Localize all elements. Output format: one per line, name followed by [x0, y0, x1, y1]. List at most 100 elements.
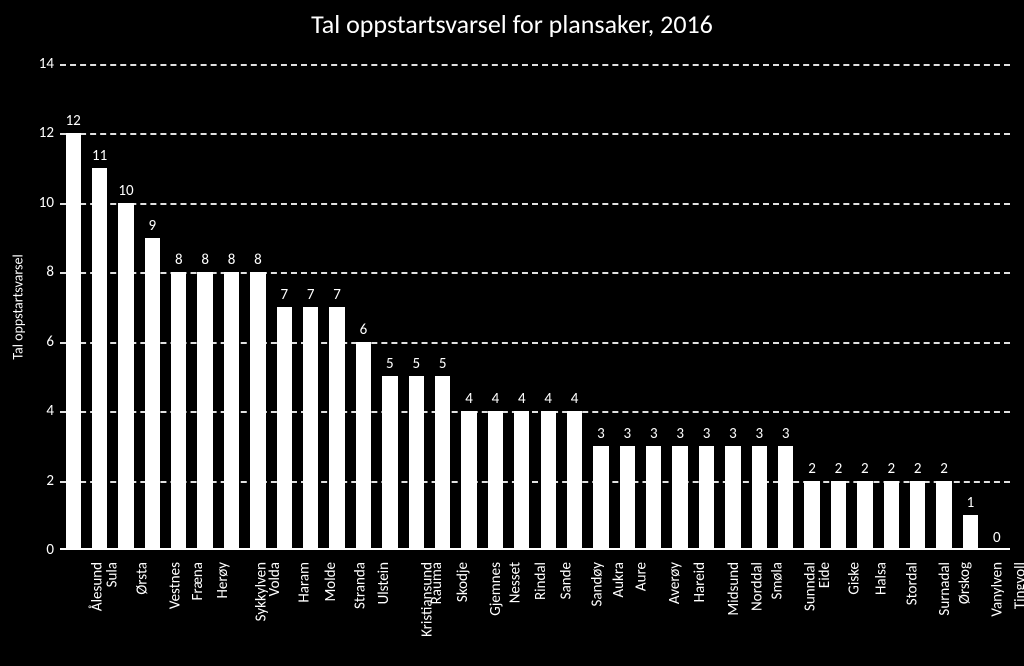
bar — [646, 446, 661, 550]
data-label: 2 — [861, 460, 869, 478]
x-category-label: Ørsta — [133, 562, 151, 595]
bar — [963, 515, 978, 550]
data-label: 3 — [782, 425, 790, 443]
x-category-label: Sula — [103, 562, 121, 587]
x-category-label: Rindal — [532, 562, 550, 600]
bar — [118, 203, 133, 550]
data-label: 5 — [386, 355, 394, 373]
bar — [329, 307, 344, 550]
x-category-label: Hareid — [691, 562, 709, 602]
plot-area: 0246810121412Ålesund11Sula10Ørsta9Vestne… — [60, 64, 1010, 550]
bar — [857, 481, 872, 550]
data-label: 11 — [92, 147, 107, 165]
x-category-label: Skodje — [454, 562, 472, 602]
bar — [145, 238, 160, 550]
x-category-label: Nesset — [507, 562, 525, 603]
data-label: 3 — [703, 425, 711, 443]
data-label: 7 — [307, 286, 315, 304]
data-label: 3 — [755, 425, 763, 443]
x-category-label: Vestnes — [167, 562, 185, 609]
bar — [488, 411, 503, 550]
bar — [66, 133, 81, 550]
x-category-label: Giske — [846, 562, 864, 595]
x-category-label: Gjemnes — [487, 562, 505, 616]
bar — [699, 446, 714, 550]
bar — [277, 307, 292, 550]
data-label: 3 — [597, 425, 605, 443]
x-category-label: Midsund — [724, 562, 742, 616]
y-axis-label: Tal oppstartsvarsel — [10, 254, 27, 359]
y-tick-label: 0 — [46, 541, 60, 559]
y-tick-label: 2 — [46, 472, 60, 490]
data-label: 3 — [676, 425, 684, 443]
bar — [936, 481, 951, 550]
x-category-label: Stranda — [352, 562, 370, 609]
data-label: 8 — [175, 251, 183, 269]
x-category-label: Vanylven — [989, 562, 1007, 617]
y-tick-label: 4 — [46, 402, 60, 420]
x-category-label: Aure — [633, 562, 651, 591]
data-label: 6 — [360, 321, 368, 339]
data-label: 2 — [808, 460, 816, 478]
bar — [409, 376, 424, 550]
y-tick-label: 10 — [39, 194, 60, 212]
x-category-label: Aukra — [610, 562, 628, 598]
x-category-label: Fræna — [189, 562, 207, 600]
x-category-label: Norddal — [748, 562, 766, 611]
bar — [831, 481, 846, 550]
data-label: 4 — [544, 390, 552, 408]
bar — [672, 446, 687, 550]
bar — [92, 168, 107, 550]
bar — [593, 446, 608, 550]
y-tick-label: 12 — [39, 124, 60, 142]
bar — [910, 481, 925, 550]
bar — [224, 272, 239, 550]
chart-frame: Tal oppstartsvarsel for plansaker, 2016 … — [0, 0, 1024, 666]
x-category-label: Ørskog — [956, 562, 974, 604]
data-label: 12 — [66, 112, 81, 130]
x-category-label: Ulstein — [376, 562, 394, 604]
data-label: 8 — [201, 251, 209, 269]
data-label: 7 — [280, 286, 288, 304]
data-label: 8 — [228, 251, 236, 269]
x-category-label: Haram — [296, 562, 314, 603]
gridline — [60, 64, 1010, 66]
bar — [382, 376, 397, 550]
data-label: 8 — [254, 251, 262, 269]
bar — [778, 446, 793, 550]
data-label: 4 — [492, 390, 500, 408]
x-category-label: Surnadal — [935, 562, 953, 616]
x-category-label: Smøla — [769, 562, 787, 599]
bar — [514, 411, 529, 550]
y-tick-label: 14 — [39, 55, 60, 73]
x-category-label: Stordal — [904, 562, 922, 605]
data-label: 4 — [465, 390, 473, 408]
x-category-label: Averøy — [666, 562, 684, 604]
x-category-label: Volda — [266, 562, 284, 596]
x-category-label: Tingvoll — [1011, 562, 1024, 609]
chart-title: Tal oppstartsvarsel for plansaker, 2016 — [0, 8, 1024, 40]
data-label: 3 — [650, 425, 658, 443]
data-label: 3 — [729, 425, 737, 443]
x-category-label: Sandøy — [588, 562, 606, 607]
bar — [197, 272, 212, 550]
data-label: 2 — [835, 460, 843, 478]
bar — [620, 446, 635, 550]
x-category-label: Halsa — [872, 562, 890, 595]
y-tick-label: 6 — [46, 333, 60, 351]
x-category-label: Herøy — [214, 562, 232, 598]
data-label: 4 — [571, 390, 579, 408]
bar — [435, 376, 450, 550]
data-label: 2 — [887, 460, 895, 478]
data-label: 2 — [914, 460, 922, 478]
data-label: 2 — [940, 460, 948, 478]
data-label: 1 — [967, 494, 975, 512]
data-label: 5 — [412, 355, 420, 373]
bar — [541, 411, 556, 550]
y-tick-label: 8 — [46, 263, 60, 281]
data-label: 7 — [333, 286, 341, 304]
bar — [804, 481, 819, 550]
x-category-label: Molde — [321, 562, 339, 602]
data-label: 10 — [118, 182, 133, 200]
bar — [461, 411, 476, 550]
